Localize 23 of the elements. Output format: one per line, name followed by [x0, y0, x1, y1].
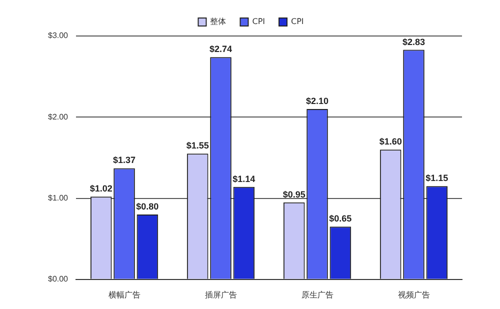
y-tick-label: $2.00	[48, 112, 69, 122]
data-label: $1.37	[113, 155, 136, 166]
x-tick-label: 横幅广告	[108, 290, 140, 300]
data-label: $0.95	[282, 189, 306, 200]
data-label: $1.60	[379, 136, 402, 147]
x-tick-label: 视频广告	[398, 290, 430, 300]
x-tick-label: 原生广告	[301, 290, 334, 300]
y-tick-label: $0.00	[48, 274, 69, 284]
data-label: $2.10	[306, 96, 329, 106]
x-tick-label: 插屏广告	[204, 290, 237, 300]
data-label: $0.65	[329, 214, 352, 224]
data-label: $1.15	[426, 173, 448, 184]
data-label: $1.02	[90, 184, 112, 194]
y-tick-label: $3.00	[48, 31, 69, 40]
data-label: $0.80	[136, 201, 159, 212]
data-label: $2.74	[209, 44, 232, 54]
data-label: $1.14	[232, 174, 256, 184]
legend-label: CPI	[291, 17, 304, 26]
data-label: $1.55	[186, 140, 209, 151]
legend-label: 整体	[210, 17, 226, 26]
data-label: $2.83	[402, 36, 426, 47]
y-tick-label: $1.00	[48, 193, 69, 202]
legend-label: CPI	[252, 17, 266, 26]
